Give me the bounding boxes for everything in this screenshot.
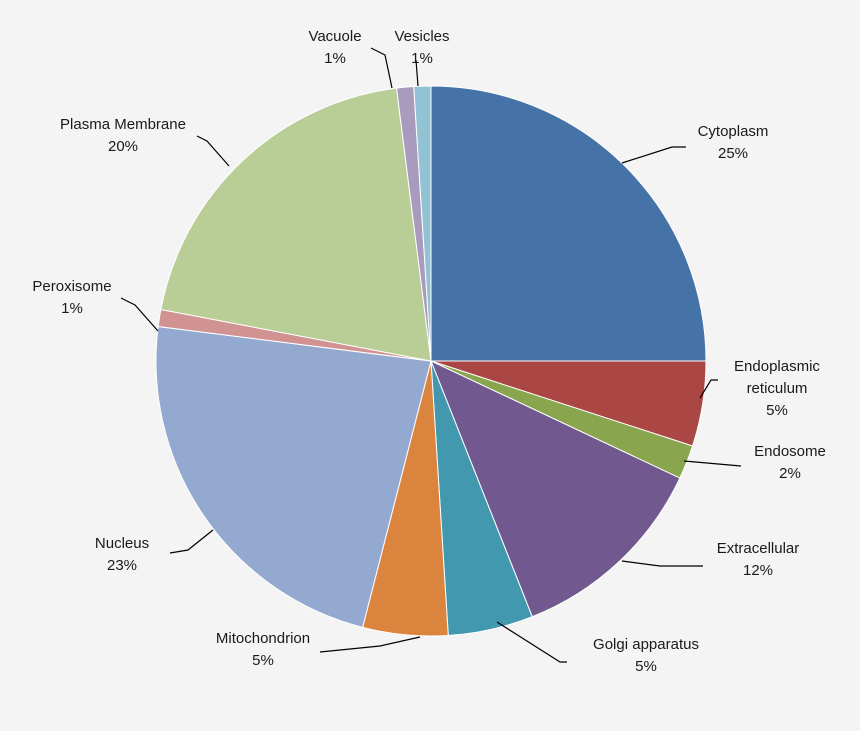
data-label-golgi-apparatus: Golgi apparatus 5% <box>561 634 731 678</box>
pie-slice-plasma-membrane <box>160 87 432 362</box>
data-label-endoplasmic-reticulum: Endoplasmic reticulum 5% <box>712 356 842 422</box>
data-label-percent: 5% <box>252 652 274 669</box>
data-label-name: Golgi apparatus <box>593 636 699 653</box>
leader-line-mitochondrion <box>319 636 421 653</box>
data-label-percent: 12% <box>742 562 774 579</box>
pie-slice-vesicles <box>413 85 432 362</box>
data-label-vesicles: Vesicles 1% <box>382 26 462 70</box>
data-label-name: Plasma Membrane <box>60 116 186 133</box>
data-label-percent: 2% <box>779 465 801 482</box>
leader-line-endosome <box>683 460 742 467</box>
data-label-name: Endosome <box>754 443 826 460</box>
data-label-nucleus: Nucleus 23% <box>67 533 177 577</box>
data-label-name: Extracellular <box>716 540 800 557</box>
leader-line-golgi-apparatus <box>496 621 567 663</box>
data-label-percent: 1% <box>411 50 433 67</box>
leader-line-vacuole <box>370 47 393 89</box>
data-label-peroxisome: Peroxisome 1% <box>12 276 132 320</box>
leader-line-plasma-membrane <box>196 135 230 167</box>
data-label-name: Cytoplasm <box>697 123 769 140</box>
data-label-percent: 23% <box>106 557 138 574</box>
pie-slice-cytoplasm <box>430 85 707 362</box>
leader-line-nucleus <box>169 529 214 554</box>
data-label-percent: 1% <box>61 300 83 317</box>
data-label-endosome: Endosome 2% <box>730 441 850 485</box>
data-label-name: Vesicles <box>394 28 450 45</box>
pie-slice-nucleus <box>155 325 432 628</box>
leader-line-vesicles <box>415 59 419 87</box>
data-label-mitochondrion: Mitochondrion 5% <box>188 628 338 672</box>
data-label-name: Peroxisome <box>32 278 112 295</box>
data-label-extracellular: Extracellular 12% <box>693 538 823 582</box>
leader-line-peroxisome <box>120 297 159 332</box>
leader-line-extracellular <box>621 560 703 567</box>
data-label-percent: 5% <box>766 402 788 419</box>
leader-line-cytoplasm <box>621 146 686 164</box>
data-label-percent: 25% <box>717 145 749 162</box>
data-label-percent: 5% <box>635 658 657 675</box>
pie-slice-extracellular <box>430 360 681 618</box>
data-label-cytoplasm: Cytoplasm 25% <box>668 121 798 165</box>
data-label-percent: 1% <box>324 50 346 67</box>
data-label-name: Mitochondrion <box>215 630 311 647</box>
data-label-name: reticulum <box>746 380 808 397</box>
data-label-percent: 20% <box>107 138 139 155</box>
data-label-vacuole: Vacuole 1% <box>295 26 375 70</box>
leader-line-endoplasmic-reticulum <box>699 379 718 399</box>
data-label-name: Nucleus <box>94 535 150 552</box>
data-label-name: Endoplasmic <box>734 358 820 375</box>
data-label-name: Vacuole <box>308 28 362 45</box>
data-label-plasma-membrane: Plasma Membrane 20% <box>33 114 213 158</box>
